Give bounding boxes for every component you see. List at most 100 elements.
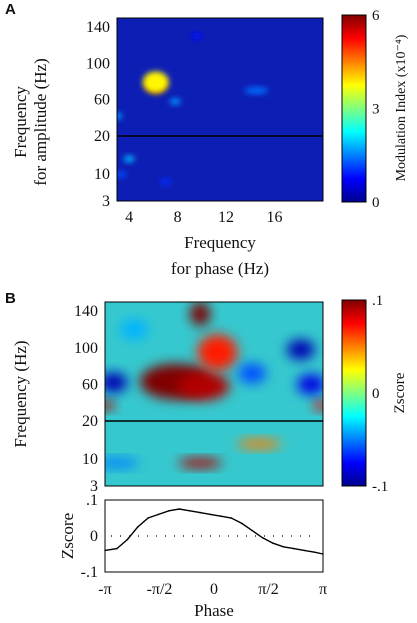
line-plot-y-tick: 0 xyxy=(90,528,98,545)
line-plot-ylabel: Zscore xyxy=(58,513,77,559)
panel-a-frame xyxy=(116,17,324,202)
panel-b-colorbar-label: Zscore xyxy=(392,372,408,413)
panel-b-blob xyxy=(286,339,315,360)
panel-b-y-tick: 140 xyxy=(74,303,98,320)
line-plot-x-tick: -π/2 xyxy=(147,581,173,598)
zscore-point xyxy=(126,538,129,541)
panel-b-colorbar: .1 0 -.1 Zscore xyxy=(341,293,408,495)
panel-a-colorbar-gradient xyxy=(341,14,367,203)
panel-a-blob xyxy=(123,155,135,163)
panel-a-blob-layer xyxy=(117,32,269,186)
zscore-point xyxy=(147,517,149,519)
panel-b-y-tick: 60 xyxy=(82,376,98,393)
panel-a-colorbar-label: Modulation Index (x10⁻⁴) xyxy=(394,34,409,181)
zscore-point xyxy=(209,513,212,516)
panel-a-modulation-heatmap: 140 100 60 20 10 3 4 8 12 16 Frequency for ampli… xyxy=(11,17,324,278)
panel-b-blob xyxy=(190,302,211,326)
panel-b-phase-line-plot: .1 0 -.1 -π -π/2 0 π/2 π Zscore Phase xyxy=(58,492,327,620)
panel-b-blob xyxy=(297,374,323,395)
panel-a-blob xyxy=(244,87,269,95)
zscore-point xyxy=(282,546,285,548)
panel-b-blob xyxy=(120,319,149,340)
panel-b-frame xyxy=(104,301,324,487)
zscore-point xyxy=(303,549,306,552)
panel-a-y-tick: 3 xyxy=(102,193,110,210)
panel-b-blob-layer xyxy=(105,302,323,469)
panel-a-x-tick: 4 xyxy=(125,209,133,226)
zscore-point xyxy=(178,508,181,510)
panel-b-blob xyxy=(197,334,238,371)
panel-a-y-tick-labels: 140 100 60 20 10 3 xyxy=(86,19,110,210)
panel-b-colorbar-tick: .1 xyxy=(372,293,383,309)
panel-b-colorbar-ticks: .1 0 -.1 xyxy=(372,293,388,495)
panel-a-y-tick: 140 xyxy=(86,19,110,36)
panel-b-colorbar-tick: -.1 xyxy=(372,479,388,495)
panel-b-blob xyxy=(313,400,323,411)
panel-a-ylabel-line2: for amplitude (Hz) xyxy=(31,58,50,185)
panel-a-blob xyxy=(117,112,123,120)
line-plot-xlabel: Phase xyxy=(194,601,234,620)
panel-a-heatmap-background xyxy=(117,18,323,201)
panel-a-y-tick: 10 xyxy=(94,166,110,183)
line-plot-x-tick: 0 xyxy=(210,581,218,598)
panel-b-blob xyxy=(177,372,230,401)
panel-a-colorbar-tick: 6 xyxy=(372,8,380,24)
zscore-series-points xyxy=(104,508,324,555)
zscore-point xyxy=(168,510,170,512)
panel-b-y-tick: 20 xyxy=(82,413,98,430)
line-plot-y-tick: -.1 xyxy=(81,564,98,581)
zscore-point xyxy=(199,511,201,514)
panel-a-xlabel-line2: for phase (Hz) xyxy=(171,259,269,278)
panel-a-x-tick: 16 xyxy=(267,209,283,226)
panel-a-colorbar-tick: 0 xyxy=(372,195,380,211)
zscore-point xyxy=(240,522,243,525)
zscore-point xyxy=(188,510,191,512)
zscore-point xyxy=(313,551,316,553)
panel-a-blob xyxy=(117,170,127,178)
panel-a-blob xyxy=(142,71,169,94)
panel-b-blob xyxy=(105,400,115,411)
panel-b-y-tick: 10 xyxy=(82,451,98,468)
panel-a-colorbar-tick: 3 xyxy=(372,102,380,118)
zscore-point xyxy=(230,517,233,519)
panel-b-y-tick: 100 xyxy=(74,340,98,357)
line-plot-x-tick: π/2 xyxy=(258,581,279,598)
zscore-point xyxy=(261,537,264,539)
panel-a-colorbar-ticks: 6 3 0 xyxy=(372,8,380,211)
zscore-point xyxy=(104,549,106,552)
panel-b-blob xyxy=(237,438,282,449)
line-plot-frame xyxy=(104,499,324,573)
panel-b-label: B xyxy=(5,290,16,307)
line-plot-y-tick: .1 xyxy=(86,492,98,509)
panel-b-colorbar-gradient xyxy=(341,299,367,487)
panel-a-blob xyxy=(169,98,181,105)
panel-b-colorbar-tick: 0 xyxy=(372,386,380,402)
panel-b-blob xyxy=(238,363,267,384)
panel-a-ylabel-line1: Frequency xyxy=(11,86,30,158)
panel-b-y-tick: 3 xyxy=(90,478,98,495)
zscore-point xyxy=(116,547,118,550)
panel-a-blob xyxy=(191,32,203,40)
zscore-series-line xyxy=(104,508,324,555)
zscore-point xyxy=(157,513,160,516)
zscore-point xyxy=(272,542,274,544)
panel-a-x-tick-labels: 4 8 12 16 xyxy=(125,209,282,226)
panel-a-colorbar: 6 3 0 Modulation Index (x10⁻⁴) xyxy=(341,8,409,211)
line-plot-x-tick-labels: -π -π/2 0 π/2 π xyxy=(98,581,327,598)
line-plot-y-tick-labels: .1 0 -.1 xyxy=(81,492,98,581)
panel-a-y-tick: 20 xyxy=(94,128,110,145)
panel-b-blob xyxy=(105,458,139,469)
panel-a-y-tick: 100 xyxy=(86,55,110,72)
panel-b-blob xyxy=(178,458,223,469)
panel-a-x-tick: 12 xyxy=(218,209,234,226)
zscore-point xyxy=(322,553,324,555)
zscore-point xyxy=(293,547,295,550)
panel-a-blob xyxy=(159,178,171,186)
panel-a-x-tick: 8 xyxy=(174,209,182,226)
line-plot-x-tick: π xyxy=(319,581,327,598)
zscore-point xyxy=(136,526,139,528)
panel-b-blob xyxy=(105,372,128,393)
zscore-point xyxy=(251,529,253,532)
